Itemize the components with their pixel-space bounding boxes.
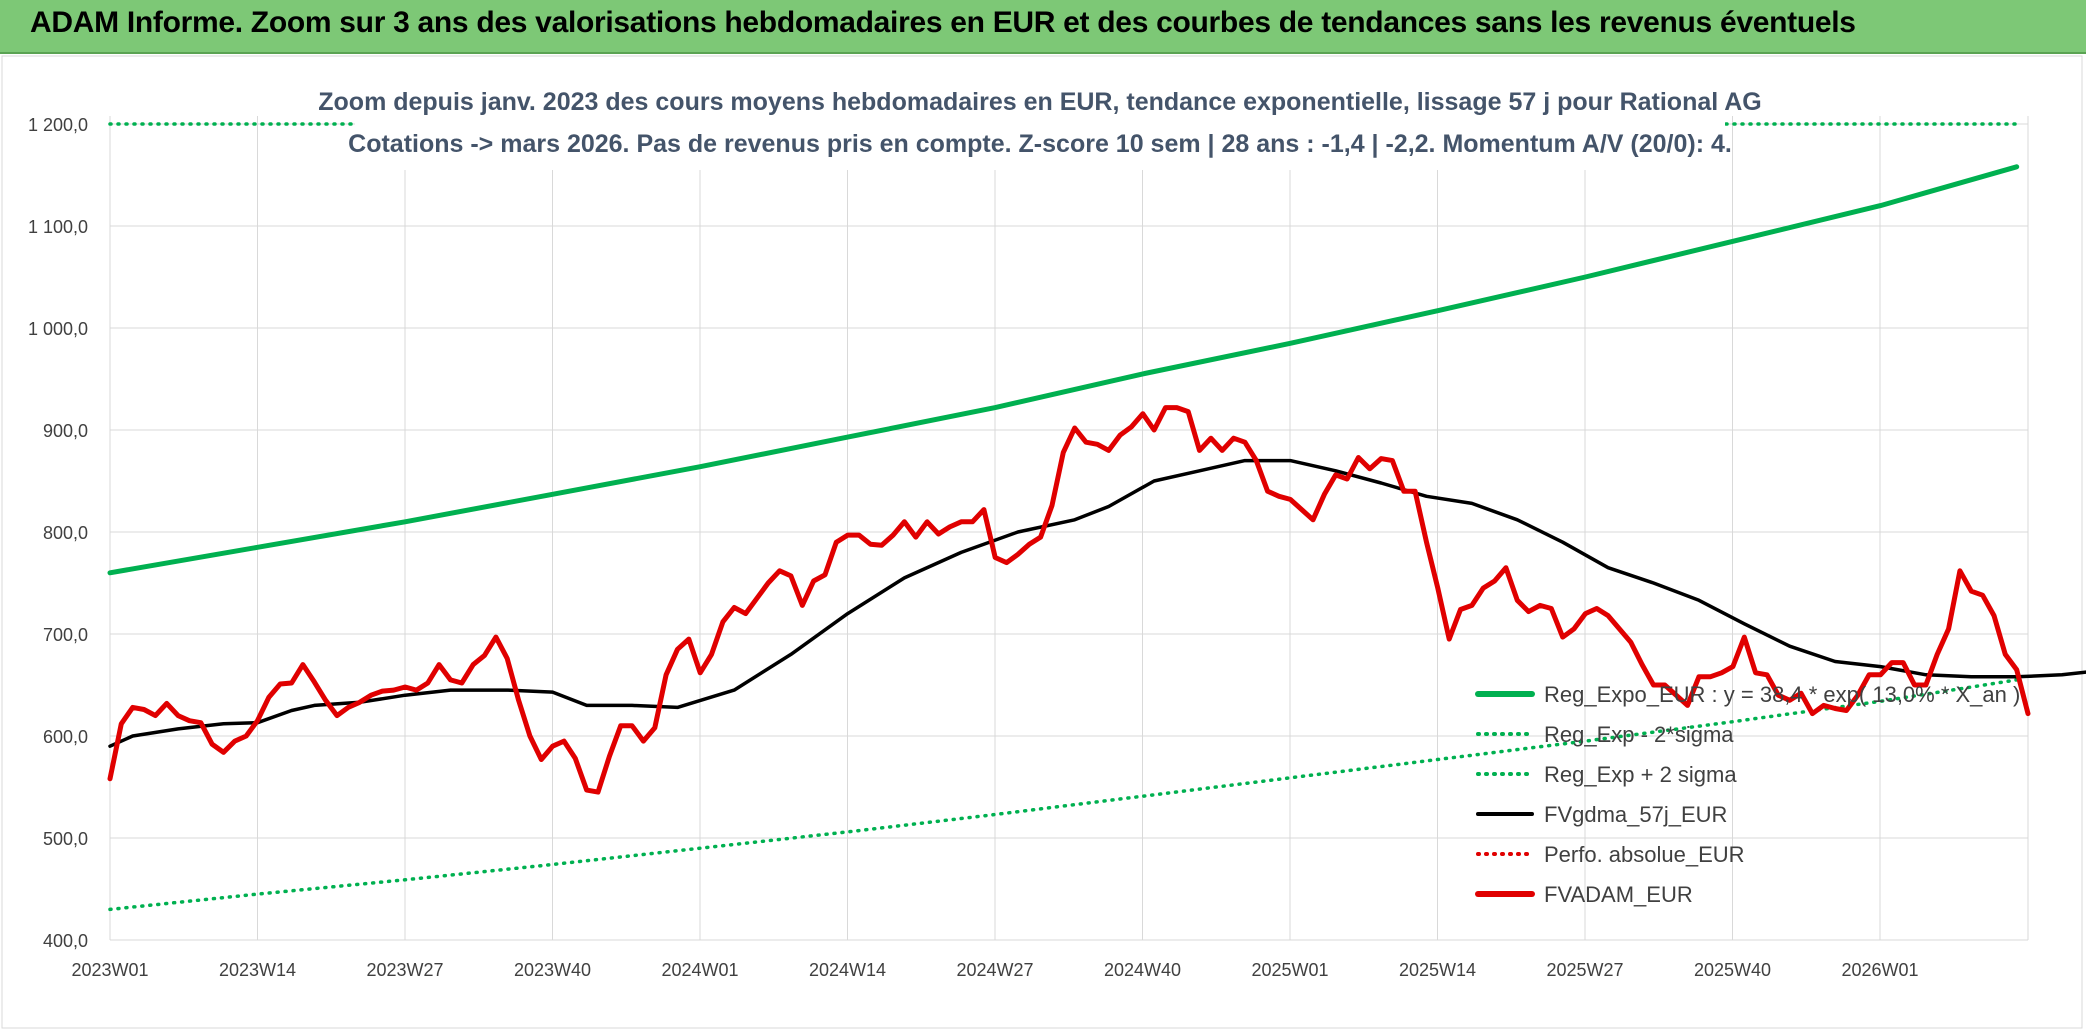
series-line-0	[107, 164, 2020, 576]
x-axis-ticks: 2023W01 2023W14 2023W27 2023W40 2024W01 2024W…	[71, 960, 1918, 980]
x-tick-label: 2023W01	[71, 960, 148, 980]
x-tick-label: 2024W01	[661, 960, 738, 980]
y-tick-label: 900,0	[43, 421, 88, 441]
legend-entry: FVADAM_EUR	[1544, 882, 1693, 907]
y-tick-label: 400,0	[43, 931, 88, 951]
legend-entry: Reg_Expo_EUR : y = 38,4 * exp( 13,0% * X…	[1544, 682, 2020, 707]
x-tick-label: 2024W27	[956, 960, 1033, 980]
y-tick-label: 1 200,0	[28, 115, 88, 135]
series-line-5	[107, 405, 2031, 795]
chart-border	[1, 55, 2083, 1029]
x-tick-label: 2023W27	[366, 960, 443, 980]
y-tick-label: 700,0	[43, 625, 88, 645]
x-tick-label: 2023W14	[219, 960, 296, 980]
y-axis-ticks: 400,0 500,0 600,0 700,0 800,0 900,0 1 000,0 1 1…	[28, 115, 88, 951]
y-tick-label: 1 000,0	[28, 319, 88, 339]
x-tick-label: 2025W40	[1694, 960, 1771, 980]
gridlines	[1, 55, 2083, 1029]
legend-entry: Perfo. absolue_EUR	[1544, 842, 1745, 867]
legend-entry: FVgdma_57j_EUR	[1544, 802, 1727, 827]
legend: Reg_Expo_EUR : y = 38,4 * exp( 13,0% * X…	[1475, 682, 2020, 907]
subtitle-background	[355, 78, 1725, 170]
legend-entry: Reg_Exp + 2 sigma	[1544, 762, 1737, 787]
x-tick-label: 2025W27	[1546, 960, 1623, 980]
chart: Zoom depuis janv. 2023 des cours moyens …	[1, 55, 2086, 1029]
legend-entry: Reg_Exp - 2*sigma	[1544, 722, 1734, 747]
series-layer	[107, 122, 2086, 912]
subtitle-line: Cotations -> mars 2026. Pas de revenus p…	[348, 130, 1732, 158]
y-tick-label: 600,0	[43, 727, 88, 747]
x-tick-label: 2024W14	[809, 960, 886, 980]
chart-subtitle: Zoom depuis janv. 2023 des cours moyens …	[318, 78, 1762, 170]
subtitle-line: Zoom depuis janv. 2023 des cours moyens …	[318, 88, 1761, 116]
series-line-3	[108, 458, 2086, 748]
x-tick-label: 2023W40	[514, 960, 591, 980]
x-tick-label: 2026W01	[1841, 960, 1918, 980]
y-tick-label: 1 100,0	[28, 217, 88, 237]
series-line-1	[108, 678, 2019, 912]
x-tick-label: 2025W14	[1399, 960, 1476, 980]
title-banner: ADAM Informe. Zoom sur 3 ans des valoris…	[0, 0, 2086, 54]
banner-title: ADAM Informe. Zoom sur 3 ans des valoris…	[30, 6, 1856, 39]
y-tick-label: 800,0	[43, 523, 88, 543]
x-tick-label: 2024W40	[1104, 960, 1181, 980]
x-tick-label: 2025W01	[1251, 960, 1328, 980]
y-tick-label: 500,0	[43, 829, 88, 849]
